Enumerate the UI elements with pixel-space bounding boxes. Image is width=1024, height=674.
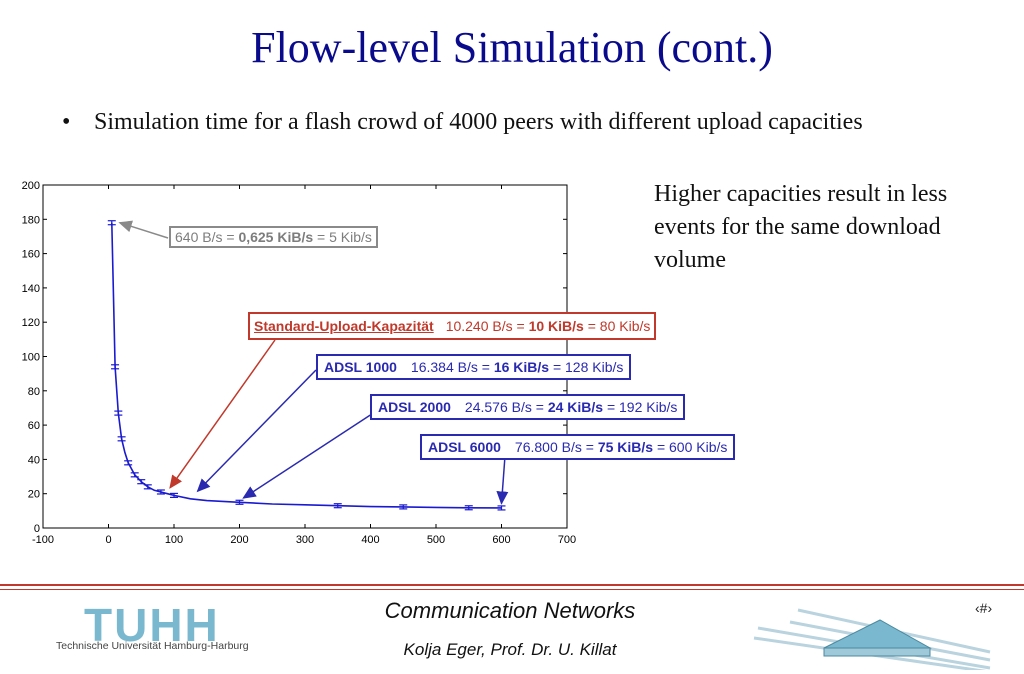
x-tick-label: 600 [492,534,510,546]
label-adsl2000-post: = 192 Kib/s [603,399,678,415]
label-640-bold: 0,625 KiB/s [238,229,314,245]
y-tick-label: 60 [28,420,40,432]
y-tick-label: 80 [28,386,40,398]
label-std-name: Standard-Upload-Kapazität [254,318,434,334]
y-tick-label: 180 [22,214,40,226]
x-tick-label: 700 [558,534,576,546]
logo-subtitle: Technische Universität Hamburg-Harburg [56,640,249,652]
y-tick-label: 0 [34,523,40,535]
label-adsl6000-name: ADSL 6000 [428,439,501,455]
footer-title: Communication Networks [384,598,636,623]
label-adsl1000-name: ADSL 1000 [324,359,397,375]
arrow-adsl6000 [496,455,509,505]
y-tick-label: 200 [22,180,40,192]
x-tick-label: 200 [230,534,248,546]
label-adsl6000-pre: 76.800 B/s = [514,439,598,455]
label-adsl-2000: ADSL 2000 24.576 B/s = 24 KiB/s = 192 Kib… [370,394,686,420]
label-adsl1000-bold: 16 KiB/s [493,359,550,375]
x-tick-label: 400 [361,534,379,546]
label-adsl2000-bold: 24 KiB/s [547,399,604,415]
x-tick-label: 100 [165,534,183,546]
footer-rule [0,584,1024,586]
footer-subtitle: Kolja Eger, Prof. Dr. U. Killat [403,640,617,659]
y-tick-label: 40 [28,454,40,466]
label-std-pre: 10.240 B/s = [445,318,529,334]
label-adsl1000-pre: 16.384 B/s = [410,359,494,375]
label-640-pre: 640 B/s = [175,229,239,245]
label-adsl1000-post: = 128 Kib/s [549,359,624,375]
label-adsl6000-bold: 75 KiB/s [597,439,654,455]
arrow-l640 [118,220,169,239]
label-adsl2000-pre: 24.576 B/s = [464,399,548,415]
label-adsl-6000: ADSL 6000 76.800 B/s = 75 KiB/s = 600 Kib… [420,434,736,460]
x-tick-label: 500 [427,534,445,546]
label-standard-upload: Standard-Upload-Kapazität 10.240 B/s = 10… [248,312,657,340]
label-adsl6000-post: = 600 Kib/s [653,439,728,455]
arrow-adsl1000 [196,369,317,493]
y-tick-label: 100 [22,352,40,364]
x-tick-label: 300 [296,534,314,546]
footer-rule-thin [0,589,1024,590]
logo-wordmark: TUHH [84,599,220,651]
tuhh-logo: TUHH Technische Universität Hamburg-Harb… [56,599,306,658]
y-tick-label: 120 [22,317,40,329]
bullet-marker: • [62,109,71,135]
slide-title: Flow-level Simulation (cont.) [251,23,773,72]
label-adsl2000-name: ADSL 2000 [378,399,451,415]
y-tick-label: 140 [22,283,40,295]
arrow-std [169,339,276,489]
label-adsl-1000: ADSL 1000 16.384 B/s = 16 KiB/s = 128 Kib… [316,354,632,380]
x-tick-label: -100 [32,534,54,546]
page-number: ‹#› [975,600,993,616]
side-note: Higher capacities result in less events … [654,181,948,273]
arrow-adsl2000 [242,409,379,499]
network-graphic-icon [753,608,991,670]
y-tick-label: 20 [28,489,40,501]
label-std-bold: 10 KiB/s [528,318,584,334]
label-640-bps: 640 B/s = 0,625 KiB/s = 5 Kib/s [169,226,378,248]
label-640-post: = 5 Kib/s [313,229,372,245]
label-std-post: = 80 Kib/s [583,318,651,334]
y-tick-label: 160 [22,249,40,261]
bullet-text: Simulation time for a flash crowd of 400… [94,109,863,135]
x-tick-label: 0 [105,534,111,546]
